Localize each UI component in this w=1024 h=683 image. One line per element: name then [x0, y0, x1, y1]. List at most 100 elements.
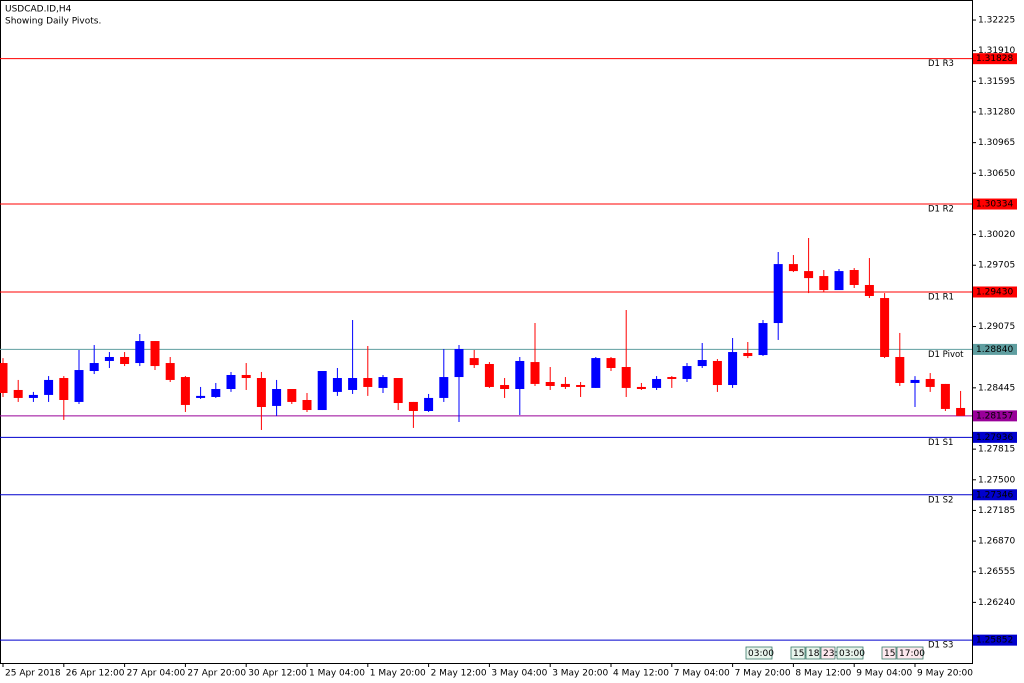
x-tick-label: 8 May 12:00	[795, 669, 851, 679]
candle-body	[910, 379, 920, 383]
candle-body	[454, 349, 464, 378]
candle-body	[606, 358, 616, 368]
x-tick-label: 3 May 20:00	[552, 669, 608, 679]
y-tick-label: 1.30020	[978, 230, 1015, 240]
price-tag-label: 1.31828	[976, 54, 1013, 64]
candle-body	[576, 385, 586, 387]
candle-body	[348, 378, 358, 390]
candle-body	[196, 395, 206, 398]
candle-body	[165, 363, 175, 380]
x-tick-label: 2 May 12:00	[431, 669, 487, 679]
pivot-name: D1 R3	[928, 59, 954, 69]
candle-body	[393, 378, 403, 404]
y-tick-label: 1.26555	[978, 567, 1015, 577]
y-tick-label: 1.26870	[978, 537, 1015, 547]
candle-body	[667, 377, 677, 379]
candle-body	[241, 374, 251, 379]
candle-body	[743, 353, 753, 357]
candle-body	[13, 389, 23, 398]
candle-body	[773, 264, 783, 324]
candle-body	[104, 356, 114, 361]
candle-body	[408, 401, 418, 411]
y-tick-label: 1.28445	[978, 383, 1015, 393]
pivot-name: D1 R1	[928, 292, 954, 302]
y-tick-label: 1.26240	[978, 598, 1015, 608]
price-tag-label: 1.29430	[976, 287, 1013, 297]
y-tick-label: 1.32225	[978, 16, 1015, 26]
session-box	[805, 646, 821, 660]
session-box	[881, 646, 897, 660]
candle-body	[59, 378, 69, 400]
candle-body	[819, 276, 829, 291]
y-tick-label: 1.27500	[978, 475, 1015, 485]
pivot-name: D1 S1	[928, 438, 953, 448]
price-tag	[973, 53, 1017, 65]
session-box	[790, 646, 806, 660]
y-tick-label: 1.30650	[978, 169, 1015, 179]
x-tick-label: 27 Apr 20:00	[187, 669, 246, 679]
candle-body	[712, 360, 722, 386]
x-tick-label: 3 May 04:00	[491, 669, 547, 679]
candle-body	[804, 271, 814, 279]
candle-body	[424, 397, 434, 411]
x-tick-label: 7 May 20:00	[735, 669, 791, 679]
candle-body	[120, 356, 130, 364]
x-tick-label: 30 Apr 12:00	[248, 669, 307, 679]
x-tick-label: 27 Apr 04:00	[127, 669, 186, 679]
pivot-name: D1 S2	[928, 495, 953, 505]
price-tag	[973, 198, 1017, 210]
candle-body	[211, 389, 221, 397]
price-tag	[973, 634, 1017, 646]
price-tag-label: 1.25852	[976, 636, 1013, 646]
candle-body	[515, 360, 525, 390]
x-tick-label: 7 May 04:00	[674, 669, 730, 679]
candle-body	[895, 356, 905, 383]
x-tick-label: 26 Apr 12:00	[66, 669, 125, 679]
price-tag	[973, 286, 1017, 298]
candle-body	[272, 389, 282, 406]
candle-body	[728, 352, 738, 386]
price-tag	[973, 489, 1017, 501]
session-box	[836, 646, 864, 660]
price-tag-label: 1.30334	[976, 200, 1013, 210]
candle-body	[135, 341, 145, 364]
price-tag-label: 1.28840	[976, 345, 1013, 355]
y-tick-label: 1.27815	[978, 445, 1015, 455]
candle-body	[439, 377, 449, 398]
candle-body	[226, 374, 236, 390]
chart-subtitle: Showing Daily Pivots.	[5, 17, 101, 27]
candle-body	[150, 341, 160, 367]
session-box	[745, 646, 773, 660]
session-label: 17:00	[899, 649, 925, 659]
candle-body	[560, 383, 570, 387]
y-tick-label: 1.29075	[978, 322, 1015, 332]
candle-body	[530, 362, 540, 384]
price-tag	[973, 431, 1017, 443]
y-tick-label: 1.27185	[978, 506, 1015, 516]
session-label: 15:	[793, 649, 807, 659]
candle-body	[332, 378, 342, 392]
y-tick-label: 1.29705	[978, 261, 1015, 271]
candle-body	[74, 370, 84, 402]
session-label: 23:	[823, 649, 837, 659]
candle-body	[621, 367, 631, 388]
session-label: 18:	[808, 649, 822, 659]
session-box	[820, 646, 836, 660]
x-tick-label: 1 May 20:00	[370, 669, 426, 679]
candle-body	[500, 385, 510, 390]
price-tag	[973, 410, 1017, 422]
candle-body	[28, 394, 38, 398]
candle-body	[788, 264, 798, 272]
candle-body	[44, 379, 54, 395]
candle-body	[317, 371, 327, 411]
session-label: 03:00	[748, 649, 774, 659]
candle-body	[363, 378, 373, 387]
x-tick-label: 4 May 12:00	[613, 669, 669, 679]
y-tick-label: 1.31595	[978, 77, 1015, 87]
candle-body	[682, 366, 692, 379]
pivot-name: D1 Pivot	[928, 350, 964, 360]
price-tag	[973, 343, 1017, 355]
candle-body	[378, 377, 388, 388]
candle-body	[89, 363, 99, 372]
